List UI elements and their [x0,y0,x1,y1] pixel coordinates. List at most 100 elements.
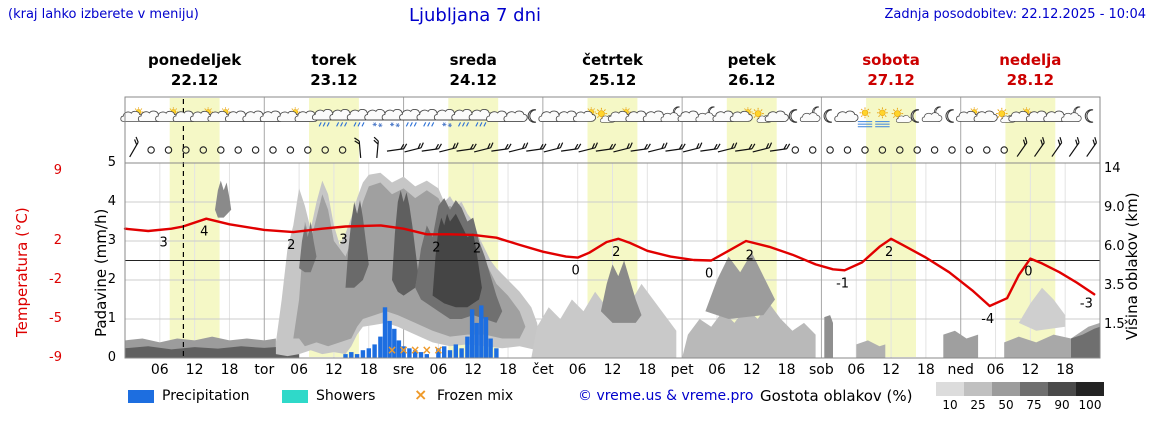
sun-disc [754,110,762,117]
sun-ray [884,108,887,111]
sun-ray [878,108,881,111]
precip-bar [483,317,489,359]
sun-ray [744,108,746,110]
wind-calm-icon [826,146,834,154]
precip-bar [401,346,406,358]
wind-barb-icon [752,142,773,153]
precip-tick: 3 [107,233,116,248]
barb-feather [609,143,614,150]
snowflake-icon [373,122,377,127]
barb-feather [373,139,379,145]
precip-bar [372,344,377,358]
sun-icon [595,107,608,120]
time-label: 12 [324,362,343,378]
barb-feather [716,143,721,150]
frozen-mix-marker: × [410,343,420,357]
barb-feather [455,142,459,149]
cloud-area [943,330,979,358]
barb-feather [644,143,648,150]
day-date: 27.12 [867,71,915,89]
temp-tick: -9 [49,350,62,365]
barb-feather [556,143,561,149]
precip-bar [407,348,412,359]
temperature-value-label: 0 [1024,265,1032,280]
barb-feather [1022,139,1026,146]
wind-calm-icon [791,146,800,154]
barb-feather [542,143,547,150]
barb-feather [1057,139,1061,146]
wind-barb-icon [456,143,477,152]
sun-ray [221,108,224,110]
precip-bar [465,336,470,359]
cloud-icon [503,110,528,123]
moon-icon [945,109,954,123]
day-header: torek 23.12 [264,50,403,90]
barb-feather [373,136,379,142]
wind-barb-icon [543,142,564,153]
barb-feather [521,143,526,149]
weather-icon-m [788,109,798,123]
cloud-height-tick: 9.0 [1104,200,1125,215]
sun-ray [1028,108,1031,110]
precip-bar [459,348,464,359]
wind-calm-icon [896,146,904,154]
barb-feather [1042,137,1045,143]
wind-barb-icon [354,137,362,159]
day-header: sobota 27.12 [821,50,960,90]
sun-ray [753,116,756,119]
weather-icon-mc [921,106,943,123]
wind-barb-icon [129,136,139,158]
wind-barb-icon [717,142,738,153]
rain-drop-icon [483,122,487,127]
sun-disc [861,109,869,116]
barb-feather [1024,137,1028,143]
temperature-line [123,217,1096,308]
time-label: 18 [638,362,657,378]
cloud-icon [729,110,753,122]
credit-link[interactable]: © vreme.us & vreme.pro [578,388,754,404]
wind-calm-icon [286,146,295,154]
wind-calm-icon [1000,146,1008,154]
rain-drop-icon [427,122,431,127]
barb-feather [591,143,596,149]
rain-drop-icon [479,122,483,127]
wind-barb-icon [526,143,547,152]
snowflake-icon [442,122,446,127]
barb-feather [748,143,753,150]
precip-bar [366,348,371,359]
wind-barb-icon [735,143,756,152]
barb-feather [524,142,529,149]
barb-feather [403,143,408,150]
barb-feather [354,137,360,142]
sun-ray [749,108,752,110]
sun-ray [596,116,599,119]
barb-feather [1059,137,1063,143]
moon-icon [527,109,537,123]
temperature-value-label: 2 [287,238,295,253]
cloud-area [215,180,232,218]
sun-ray [169,108,172,110]
sun-ray [867,108,870,111]
wind-barb-icon [1068,137,1080,157]
rain-drop-icon [475,122,479,127]
weather-icon-mc [695,106,716,123]
cloud-area [1071,326,1100,358]
showers-label: Showers [316,388,376,404]
sun-icon [876,107,888,119]
sun-ray [628,108,630,110]
day-header: petek 26.12 [682,50,821,90]
weather-icon-sf [875,107,890,128]
precip-tick: 0 [107,350,116,365]
wind-calm-icon [269,146,277,154]
sun-ray [892,109,895,112]
wind-calm-icon [983,146,991,154]
cloud-density-swatch [936,382,964,396]
sun-ray [593,108,595,110]
wind-calm-icon [878,146,887,154]
barb-feather [354,140,360,145]
sun-ray [227,108,230,110]
cloud-area [682,303,816,358]
temperature-value-label: 2 [885,245,893,260]
